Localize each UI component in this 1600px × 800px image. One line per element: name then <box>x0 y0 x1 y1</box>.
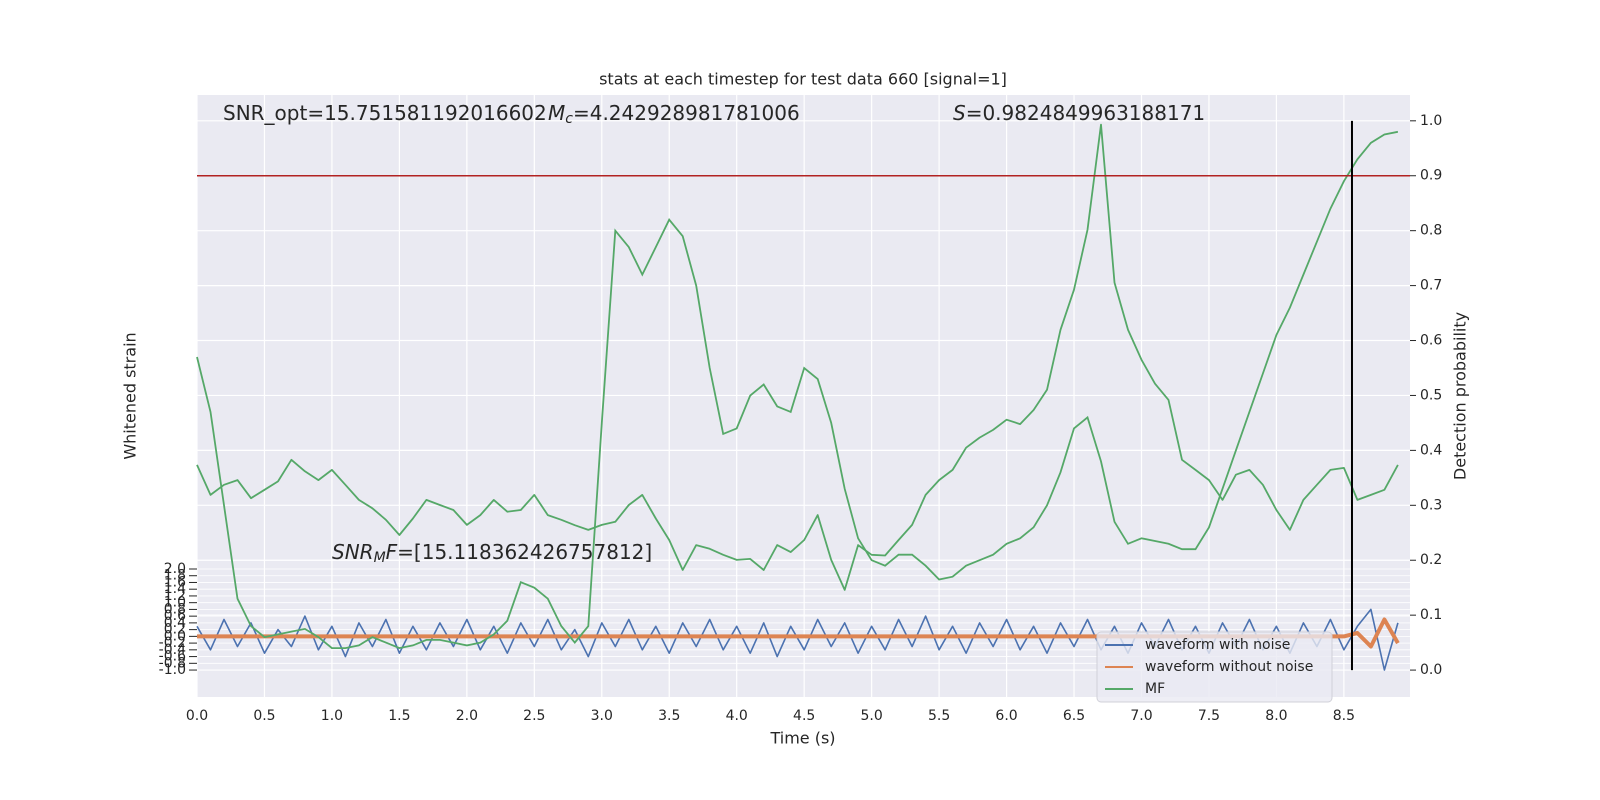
x-tick-label: 6.5 <box>1063 708 1085 724</box>
y2-tick-label: 0.2 <box>1420 552 1442 568</box>
y-tick-label: 0.0 <box>164 628 186 644</box>
annotation-text: =0.9824849963188171 <box>966 101 1205 125</box>
annotation-symbol: F <box>386 540 398 564</box>
y2-tick-label: 0.7 <box>1420 278 1442 294</box>
y-tick-label: -1.0 <box>159 662 186 678</box>
annotation-symbol: SNR <box>332 540 374 564</box>
y-tick-label: -0.6 <box>159 649 186 665</box>
y-tick-label: 0.6 <box>164 608 186 624</box>
y-tick-label: 1.6 <box>164 574 186 590</box>
x-tick-label: 1.0 <box>321 708 343 724</box>
x-tick-label: 7.0 <box>1130 708 1152 724</box>
y-tick-label: -0.2 <box>159 635 186 651</box>
annotation-symbol: M <box>548 101 565 125</box>
x-tick-label: 0.5 <box>253 708 275 724</box>
y-tick-label: 0.8 <box>164 601 186 617</box>
y2-tick-label: 0.9 <box>1420 168 1442 184</box>
x-tick-label: 4.5 <box>793 708 815 724</box>
x-tick-label: 3.5 <box>658 708 680 724</box>
y-tick-label: 1.8 <box>164 568 186 584</box>
x-tick-label: 4.0 <box>726 708 748 724</box>
legend-label: waveform with noise <box>1145 637 1290 653</box>
annotation: Mc=4.242928981781006 <box>548 101 800 128</box>
y-tick-label: -0.4 <box>159 642 186 658</box>
y-tick-label: 0.4 <box>164 615 186 631</box>
y-tick-label: 1.4 <box>164 581 186 597</box>
annotation: SNR_opt=15.751581192016602 <box>223 101 547 125</box>
y-axis-label: Whitened strain <box>121 332 140 459</box>
x-tick-label: 5.0 <box>861 708 883 724</box>
y-tick-label: 1.0 <box>164 595 186 611</box>
x-tick-label: 6.0 <box>995 708 1017 724</box>
annotation-text: =4.242928981781006 <box>573 101 800 125</box>
y2-tick-label: 0.1 <box>1420 607 1442 623</box>
y2-tick-label: 0.8 <box>1420 223 1442 239</box>
legend-label: MF <box>1145 681 1165 697</box>
x-tick-label: 3.0 <box>591 708 613 724</box>
y-tick-label: 1.2 <box>164 588 186 604</box>
x-tick-label: 1.5 <box>388 708 410 724</box>
x-tick-label: 2.0 <box>456 708 478 724</box>
x-tick-label: 5.5 <box>928 708 950 724</box>
y2-tick-label: 0.6 <box>1420 333 1442 349</box>
annotation-text: SNR_opt=15.751581192016602 <box>223 101 547 125</box>
annotation-subscript: c <box>565 111 573 127</box>
probability-line <box>196 130 1399 650</box>
x-tick-label: 8.5 <box>1333 708 1355 724</box>
series-line <box>196 123 1399 591</box>
y2-tick-label: 0.4 <box>1420 442 1442 458</box>
legend-box <box>1096 631 1333 703</box>
y-tick-label: 2.0 <box>164 561 186 577</box>
chart-title: stats at each timestep for test data 660… <box>599 70 1007 89</box>
x-tick-label: 2.5 <box>523 708 545 724</box>
y2-tick-label: 0.5 <box>1420 387 1442 403</box>
annotation: S=0.9824849963188171 <box>953 101 1205 125</box>
annotation: SNRMF=[15.118362426757812] <box>332 540 652 567</box>
y2-tick-label: 0.3 <box>1420 497 1442 513</box>
y2-axis-label: Detection probability <box>1451 312 1470 480</box>
x-axis-label: Time (s) <box>769 729 835 748</box>
y2-tick-label: 0.0 <box>1420 662 1442 678</box>
x-tick-label: 8.0 <box>1265 708 1287 724</box>
y-tick-label: -0.8 <box>159 655 186 671</box>
x-tick-label: 7.5 <box>1198 708 1220 724</box>
legend-label: waveform without noise <box>1145 659 1313 675</box>
x-tick-label: 0.0 <box>186 708 208 724</box>
annotation-symbol: S <box>953 101 966 125</box>
annotation-subscript: M <box>374 550 386 566</box>
annotation-text: =[15.118362426757812] <box>397 540 652 564</box>
y-tick-label: 0.2 <box>164 622 186 638</box>
y2-tick-label: 1.0 <box>1420 113 1442 129</box>
